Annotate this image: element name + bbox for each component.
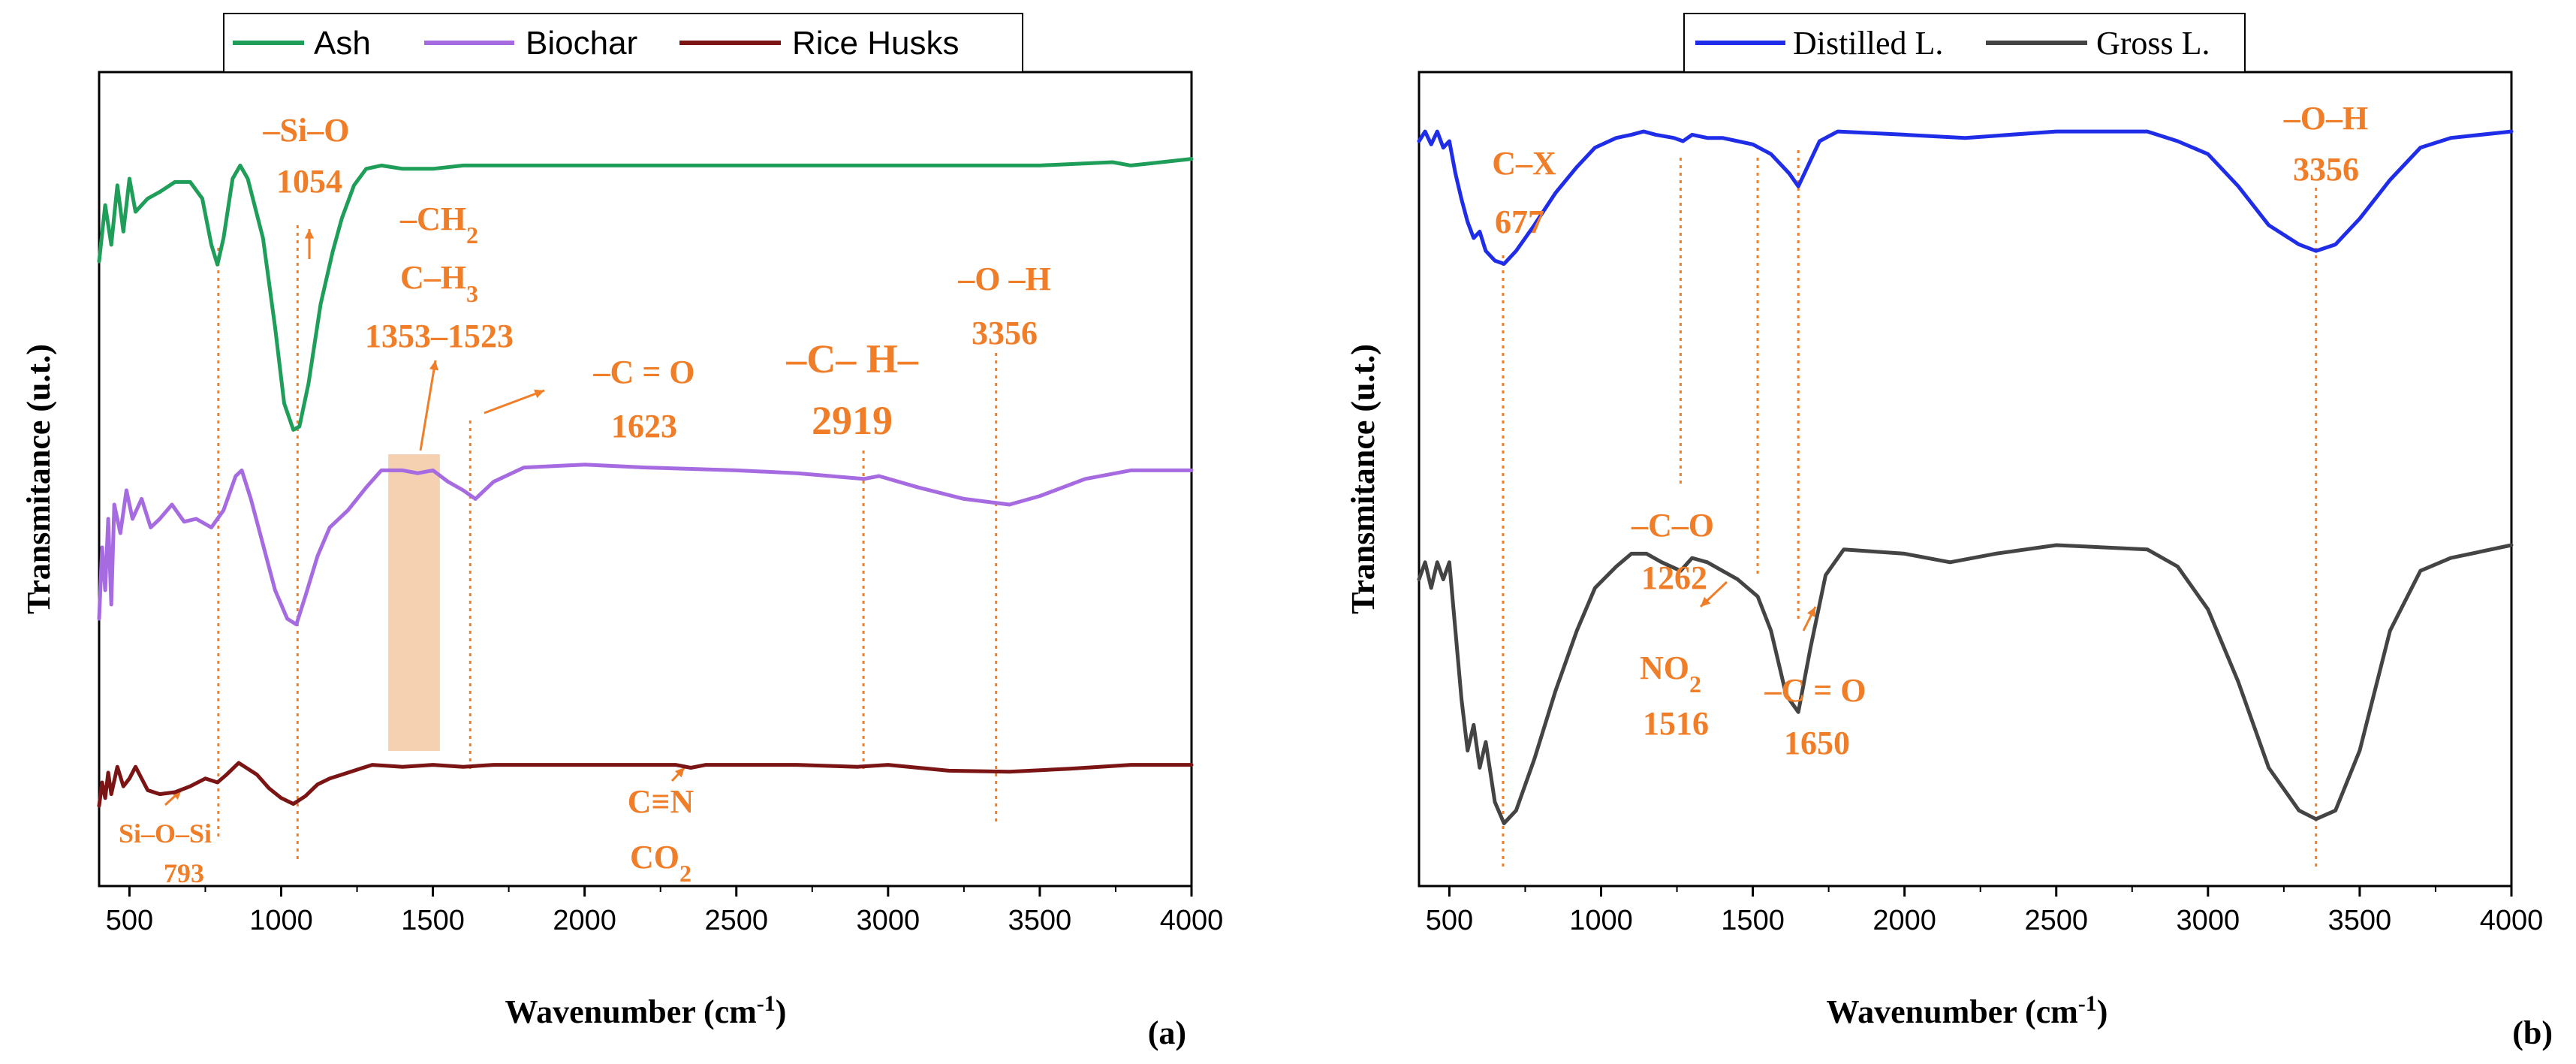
panel-label-a: (a) [1148, 1014, 1186, 1051]
annotation-oh-b-value: 3356 [2293, 151, 2359, 188]
series-line-rice-husks [97, 761, 1194, 808]
annotation-cx-value: 677 [1495, 203, 1544, 240]
x-tick-label-3000: 3000 [857, 905, 920, 936]
annotation-no2-value: 1516 [1643, 705, 1709, 742]
x-tick-label-2500: 2500 [704, 905, 768, 936]
annotation-ch-label: –C– H– [785, 336, 919, 381]
arrow-cn-co2 [670, 766, 686, 782]
x-tick-label-1000: 1000 [249, 905, 313, 936]
annotation-oh-b-label: –O–H [2283, 100, 2368, 137]
legend-label-distilled: Distilled L. [1793, 25, 1943, 62]
annotation-c-o-single-value: 1262 [1641, 559, 1707, 596]
annotation-ch2-ch3: –CH2 C–H3 1353–1523 [365, 200, 514, 354]
arrow-c-o [484, 389, 545, 414]
annotation-c-o-single: –C–O 1262 [1631, 507, 1714, 596]
annotation-cn-label: C≡N [628, 783, 694, 820]
legend-a: Ash Biochar Rice Husks [223, 13, 1023, 73]
annotation-ch3-label: C–H3 [400, 259, 478, 307]
annotation-co2-label: CO2 [630, 839, 691, 887]
panel-b: 500 1000 1500 2000 2500 3000 3500 4000 Distille… [1345, 13, 2553, 1051]
highlight-band-1353-1523 [388, 454, 440, 751]
series-lines-b [1417, 129, 2514, 825]
annotation-ch2-label: –CH2 [399, 200, 478, 249]
series-line-gross-l [1417, 543, 2514, 825]
annotation-oh-value: 3356 [972, 315, 1038, 351]
y-axis-title-b: Transmitance (u.t.) [1345, 344, 1381, 614]
series-line-ash [97, 157, 1194, 432]
x-tick-label-1000: 1000 [1569, 905, 1633, 936]
annotation-ch-value: 2919 [812, 398, 893, 443]
annotation-si-o-value: 1054 [276, 163, 342, 200]
annotation-c-o-value: 1623 [611, 408, 677, 445]
x-tick-label-2000: 2000 [1872, 905, 1936, 936]
annotation-c-o: –C = O 1623 [592, 354, 694, 445]
x-tick-label-2500: 2500 [2024, 905, 2088, 936]
annotation-c-o-double-value: 1650 [1784, 725, 1850, 761]
x-tick-label-500: 500 [106, 905, 153, 936]
x-tick-label-3500: 3500 [2328, 905, 2392, 936]
series-lines-a [97, 157, 1194, 808]
x-tick-label-500: 500 [1426, 905, 1473, 936]
arrow-no2 [1699, 580, 1728, 608]
annotation-si-o: –Si–O 1054 [263, 112, 350, 200]
x-tick-label-2000: 2000 [553, 905, 616, 936]
x-tick-label-4000: 4000 [2480, 905, 2544, 936]
x-axis-title-b: Wavenumber (cm-1) [1827, 991, 2108, 1031]
annotation-ch2-ch3-value: 1353–1523 [365, 318, 514, 354]
annotation-ch: –C– H– 2919 [785, 336, 919, 443]
annotation-cx-label: C–X [1492, 145, 1556, 182]
annotation-c-o-label: –C = O [592, 354, 694, 390]
panel-a: 500 1000 1500 2000 2500 3000 3500 4000 Ash Bioc… [20, 13, 1224, 1051]
y-axis-title-a: Transmitance (u.t.) [20, 344, 57, 614]
annotation-si-o-label: –Si–O [263, 112, 350, 149]
annotation-markers-b [1502, 150, 2318, 871]
legend-label-ash: Ash [314, 25, 371, 62]
arrow-si-o [304, 229, 315, 259]
legend-label-biochar: Biochar [526, 25, 637, 62]
x-tick-label-4000: 4000 [1160, 905, 1224, 936]
annotation-c-o-double-label: –C = O [1764, 672, 1866, 709]
annotation-cn-co2: C≡N CO2 [628, 783, 694, 887]
legend-b: Distilled L. Gross L. [1683, 13, 2246, 73]
x-axis-ticks-b: 500 1000 1500 2000 2500 3000 3500 4000 [1426, 886, 2544, 936]
panel-label-b: (b) [2512, 1014, 2553, 1051]
x-axis-title-a: Wavenumber (cm-1) [505, 991, 787, 1031]
series-line-biochar [97, 463, 1194, 627]
annotation-oh-label: –O –H [957, 261, 1050, 297]
annotation-no2: NO2 1516 [1640, 650, 1709, 742]
legend-label-gross: Gross L. [2096, 25, 2210, 62]
arrow-ch2-ch3 [419, 360, 438, 451]
x-tick-label-3500: 3500 [1008, 905, 1072, 936]
series-line-distilled-l [1417, 129, 2514, 266]
annotation-oh-b: –O–H 3356 [2283, 100, 2368, 188]
annotation-oh: –O –H 3356 [957, 261, 1050, 351]
x-axis-ticks-a: 500 1000 1500 2000 2500 3000 3500 4000 [106, 886, 1224, 936]
annotation-si-o-si-value: 793 [164, 858, 204, 888]
annotation-c-o-single-label: –C–O [1631, 507, 1714, 544]
annotation-cx: C–X 677 [1492, 145, 1556, 240]
legend-label-rice-husks: Rice Husks [792, 25, 960, 62]
plot-frame-b [1418, 71, 2513, 888]
legend-box-a [223, 13, 1023, 73]
x-tick-label-1500: 1500 [401, 905, 465, 936]
annotation-si-o-si-label: Si–O–Si [119, 818, 212, 848]
annotation-c-o-double: –C = O 1650 [1764, 672, 1866, 761]
arrow-c-o-double [1802, 606, 1817, 631]
x-tick-label-3000: 3000 [2177, 905, 2240, 936]
x-tick-label-1500: 1500 [1721, 905, 1785, 936]
annotation-si-o-si: Si–O–Si 793 [119, 818, 212, 888]
annotation-no2-label: NO2 [1640, 650, 1701, 698]
